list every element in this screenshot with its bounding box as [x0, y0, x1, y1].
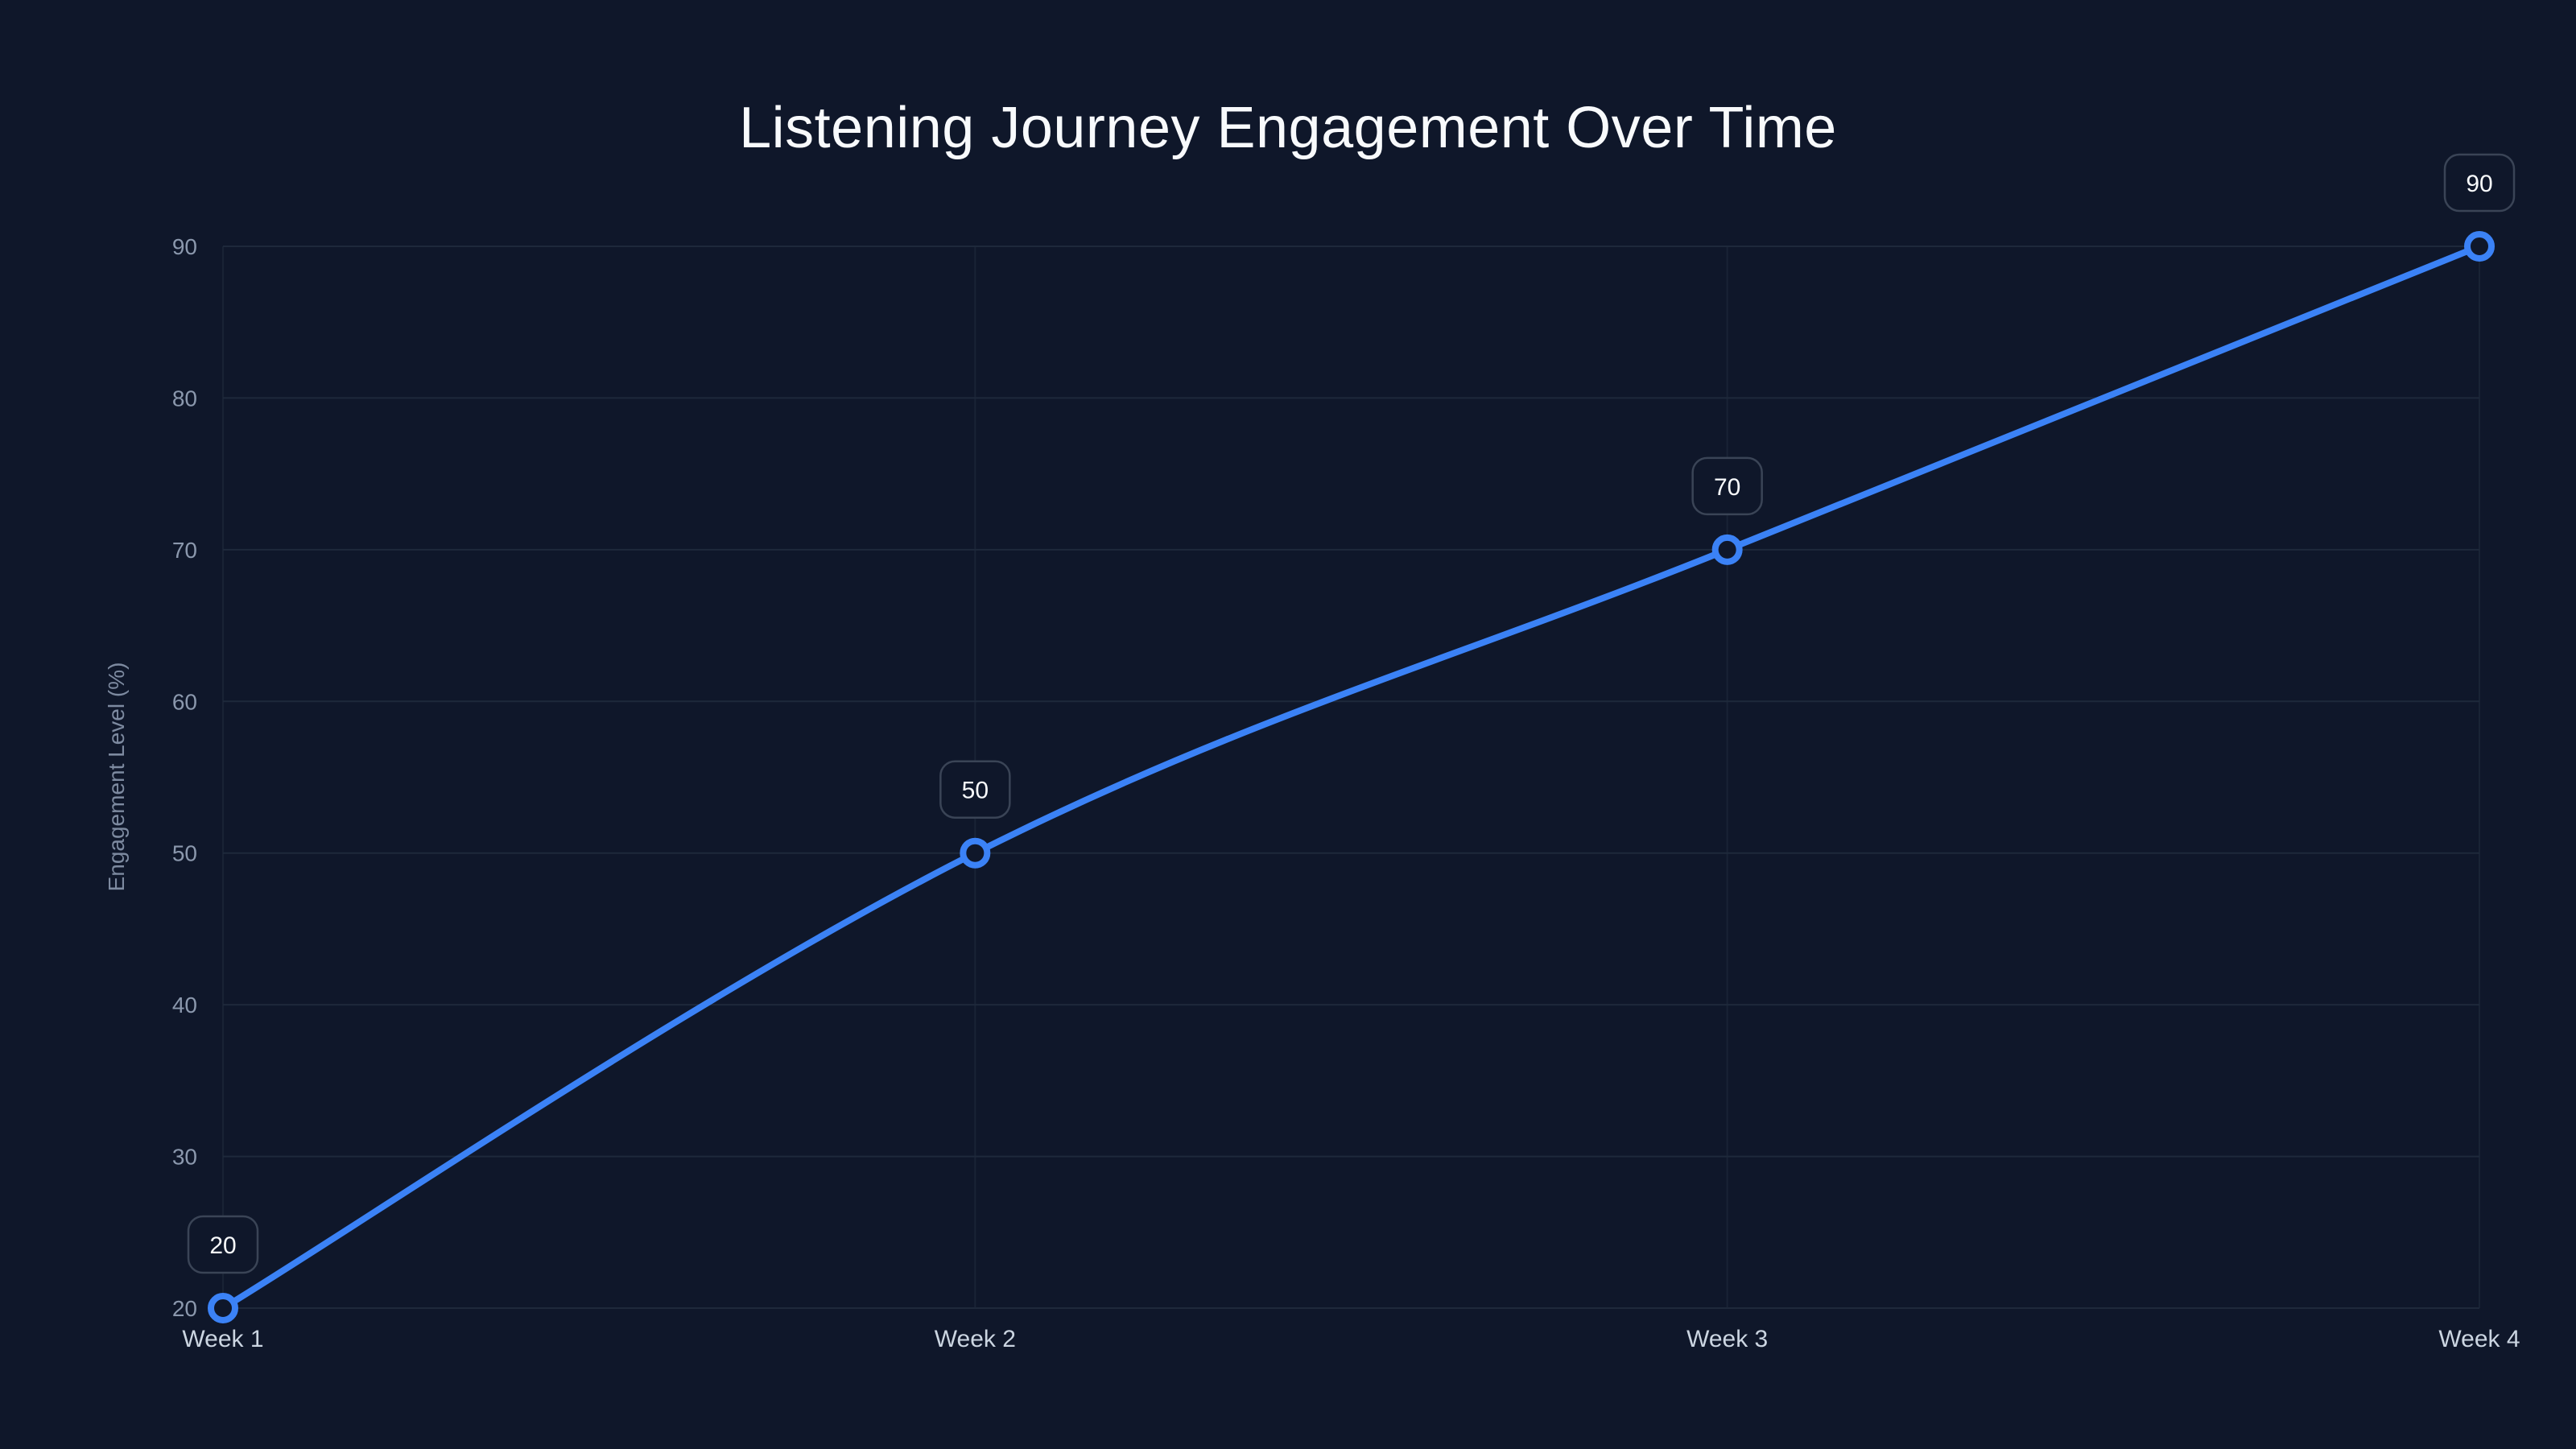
y-axis-label: Engagement Level (%)	[104, 663, 129, 892]
data-labels: 20 50 70 90	[187, 153, 2516, 1274]
y-tick-label: 60	[172, 689, 197, 714]
y-tick-label: 90	[172, 234, 197, 259]
chart-title: Listening Journey Engagement Over Time	[739, 96, 1837, 160]
data-label: 20	[187, 1215, 259, 1274]
data-point	[208, 1293, 238, 1323]
svg-text:90: 90	[2466, 171, 2492, 197]
series-line	[220, 243, 2483, 1311]
y-tick-label: 80	[172, 386, 197, 411]
y-tick-label: 50	[172, 841, 197, 866]
x-axis-ticks: Week 1 Week 2 Week 3 Week 4	[182, 1326, 2520, 1352]
svg-text:20: 20	[209, 1232, 236, 1259]
y-tick-label: 70	[172, 538, 197, 563]
y-axis-ticks: 20 30 40 50 60 70 80 90	[172, 234, 197, 1321]
y-tick-label: 30	[172, 1145, 197, 1170]
data-points	[208, 231, 2495, 1323]
svg-text:50: 50	[962, 778, 989, 804]
y-tick-label: 20	[172, 1296, 197, 1321]
data-point	[960, 837, 991, 869]
y-tick-label: 40	[172, 993, 197, 1018]
data-point	[1711, 534, 1743, 565]
data-label: 70	[1691, 456, 1763, 516]
x-tick-label: Week 4	[2438, 1326, 2520, 1352]
x-tick-label: Week 2	[935, 1326, 1016, 1352]
data-label: 50	[939, 760, 1011, 819]
svg-text:70: 70	[1714, 474, 1740, 501]
data-point	[2464, 231, 2495, 262]
grid-lines	[222, 246, 2480, 1309]
x-tick-label: Week 3	[1686, 1326, 1768, 1352]
data-label: 90	[2443, 153, 2516, 213]
x-tick-label: Week 1	[182, 1326, 263, 1352]
